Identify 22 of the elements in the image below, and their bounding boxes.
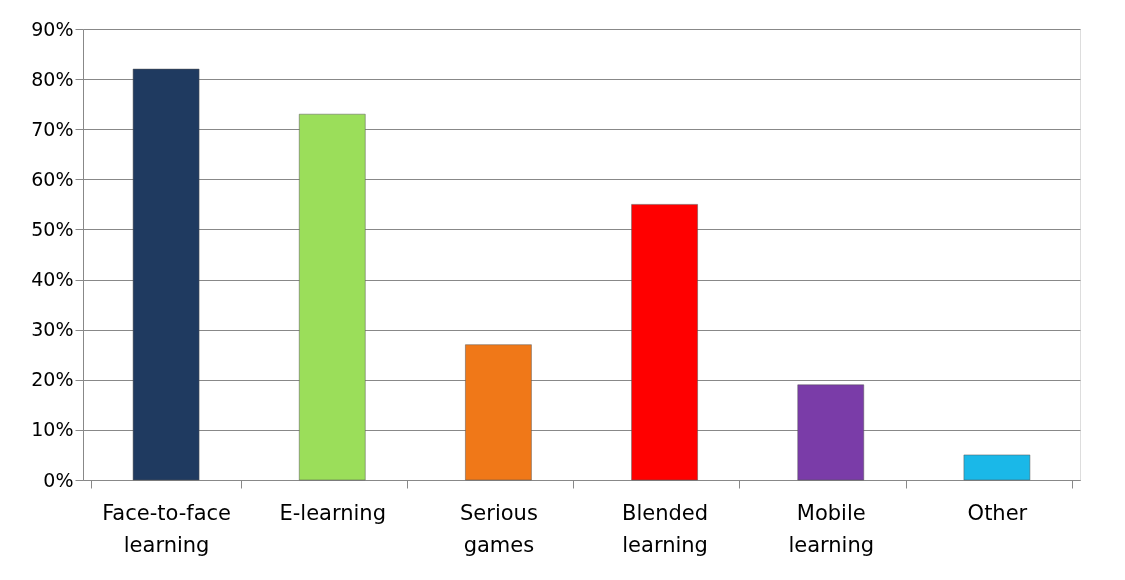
bar — [132, 68, 200, 481]
y-tick-label: 70% — [31, 117, 74, 140]
bar — [465, 344, 532, 481]
bar — [797, 384, 864, 481]
x-tick-label: Other — [967, 500, 1028, 525]
y-tick-label: 80% — [31, 67, 74, 90]
y-tick-label: 90% — [31, 17, 74, 40]
y-tick-label: 30% — [31, 318, 74, 341]
x-tick-label: Mobile learning — [788, 500, 875, 557]
y-tick-label: 40% — [31, 268, 74, 291]
x-tick-label: Serious games — [460, 500, 538, 557]
y-tick-label: 20% — [31, 368, 74, 391]
x-tick-label: Blended learning — [622, 500, 709, 557]
y-tick-label: 10% — [31, 418, 74, 441]
x-tick-label: Face-to-face learning — [102, 500, 232, 557]
bar — [963, 454, 1031, 481]
bar — [299, 113, 366, 481]
x-tick-label: E-learning — [279, 500, 387, 525]
y-tick-label: 50% — [31, 217, 74, 240]
y-tick-label: 60% — [31, 167, 74, 190]
bar — [631, 204, 698, 481]
y-tick-label: 0% — [43, 468, 74, 491]
